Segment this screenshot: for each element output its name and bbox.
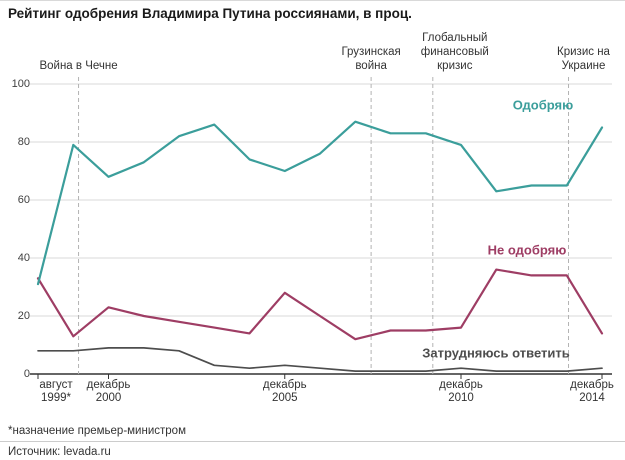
event-label-line: кризис <box>437 60 473 72</box>
approve-line <box>36 120 604 286</box>
event-label-line: Глобальный <box>422 32 488 44</box>
x-axis-label-line: 2014 <box>579 392 605 404</box>
source-credit: Источник: levada.ru <box>8 446 111 458</box>
x-axis-label-line: 2010 <box>448 392 474 404</box>
series-label-undecided: Затрудняюсь ответить <box>422 345 570 361</box>
y-axis-label-60: 60 <box>17 194 30 206</box>
disapprove-line <box>36 268 604 341</box>
event-label-line: финансовый <box>420 46 489 58</box>
x-axis-label-line: август <box>39 379 73 391</box>
divider <box>0 441 625 442</box>
event-label-line: Кризис на <box>557 46 610 58</box>
x-axis-label-2000: декабрь 2000 <box>64 379 154 405</box>
page-title: Рейтинг одобрения Владимира Путина росси… <box>8 6 412 21</box>
event-label-georgian-war: Грузинская война <box>311 45 431 73</box>
x-axis-label-line: декабрь <box>570 379 614 391</box>
y-axis-label-20: 20 <box>17 310 30 322</box>
x-axis-label-line: декабрь <box>262 379 307 391</box>
x-axis-label-2005: декабрь 2005 <box>240 379 330 405</box>
x-axis-label-1999*: август 1999* <box>11 379 101 405</box>
event-label-line: Украине <box>561 60 606 72</box>
y-axis-label-100: 100 <box>11 78 30 90</box>
x-axis-label-2014: декабрь 2014 <box>547 379 625 405</box>
event-label-ukraine-crisis: Кризис на Украине <box>524 45 625 73</box>
x-axis-label-line: декабрь <box>439 379 483 391</box>
x-axis-label-line: 2005 <box>271 392 298 404</box>
y-axis-label-0: 0 <box>23 368 30 380</box>
series-label-approve: Одобряю <box>512 97 574 113</box>
event-label-line: Война в Чечне <box>39 60 118 72</box>
footnote: *назначение премьер-министром <box>8 425 186 437</box>
y-axis-label-40: 40 <box>17 252 30 264</box>
event-label-line: Грузинская <box>341 46 401 58</box>
undecided-line <box>37 347 603 372</box>
x-axis-label-line: 1999* <box>40 392 72 404</box>
x-axis-label-line: декабрь <box>86 379 131 391</box>
event-label-financial-crisis: Глобальный финансовый кризис <box>395 31 515 73</box>
y-axis-label-80: 80 <box>17 136 30 148</box>
series-label-disapprove: Не одобряю <box>487 242 567 258</box>
event-label-chechnya-war: Война в Чечне <box>19 59 139 73</box>
x-axis-label-2010: декабрь 2010 <box>416 379 506 405</box>
x-axis-label-line: 2000 <box>95 392 122 404</box>
event-label-line: война <box>355 60 387 72</box>
